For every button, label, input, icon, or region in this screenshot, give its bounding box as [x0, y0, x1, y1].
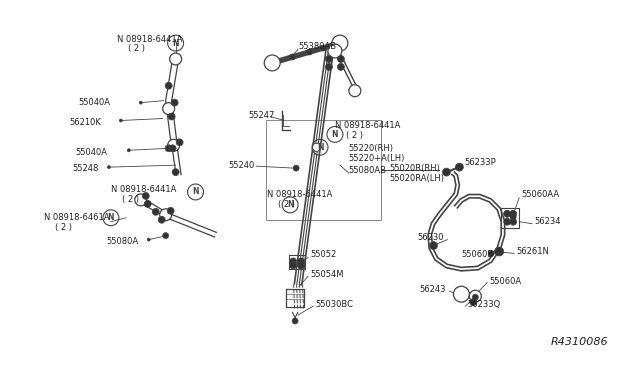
Circle shape [140, 101, 142, 104]
Circle shape [168, 140, 180, 151]
Text: N 08918-6441A: N 08918-6441A [268, 190, 333, 199]
Text: 55054M: 55054M [310, 270, 344, 279]
Circle shape [172, 169, 179, 176]
Circle shape [144, 201, 151, 207]
Circle shape [328, 44, 342, 58]
Text: 56230: 56230 [417, 233, 444, 242]
Circle shape [453, 286, 469, 302]
Text: N: N [108, 213, 114, 222]
Circle shape [504, 210, 511, 217]
Text: 56243: 56243 [420, 285, 446, 294]
Circle shape [337, 55, 344, 62]
Circle shape [120, 119, 122, 122]
Text: 55080A: 55080A [106, 237, 138, 246]
Circle shape [326, 63, 332, 70]
Circle shape [108, 166, 111, 169]
Text: 56234: 56234 [534, 217, 561, 226]
Text: R4310086: R4310086 [551, 337, 609, 347]
Circle shape [312, 143, 321, 151]
Text: 55040A: 55040A [75, 148, 107, 157]
Circle shape [289, 54, 296, 60]
Circle shape [488, 250, 494, 256]
Text: N 08918-6441A: N 08918-6441A [335, 121, 400, 130]
Circle shape [163, 232, 169, 238]
Circle shape [171, 99, 178, 106]
Circle shape [456, 163, 463, 171]
Text: N: N [172, 39, 179, 48]
Circle shape [165, 82, 172, 89]
Circle shape [470, 299, 477, 306]
Circle shape [442, 168, 451, 176]
Text: 55020R(RH): 55020R(RH) [390, 164, 440, 173]
Text: 55040A: 55040A [78, 98, 110, 107]
Text: ( 2 ): ( 2 ) [346, 131, 363, 140]
Circle shape [292, 318, 298, 324]
Text: 55220+A(LH): 55220+A(LH) [349, 154, 405, 163]
Text: 55240: 55240 [228, 161, 255, 170]
Circle shape [163, 103, 175, 115]
Text: N 08918-6441A: N 08918-6441A [117, 35, 182, 44]
Circle shape [147, 238, 150, 241]
Text: 56210K: 56210K [69, 118, 101, 127]
Text: 55220(RH): 55220(RH) [349, 144, 394, 153]
Circle shape [167, 207, 174, 214]
Text: N 08918-6441A: N 08918-6441A [111, 186, 176, 195]
Text: N 08918-6461A: N 08918-6461A [44, 213, 109, 222]
Circle shape [498, 252, 500, 255]
Circle shape [158, 216, 165, 223]
Circle shape [169, 145, 176, 152]
Text: 55020RA(LH): 55020RA(LH) [390, 174, 445, 183]
Text: ( 2 ): ( 2 ) [55, 223, 72, 232]
Circle shape [290, 258, 296, 265]
Circle shape [160, 209, 172, 221]
Circle shape [349, 85, 361, 97]
Text: 55060AA: 55060AA [521, 190, 559, 199]
Circle shape [472, 294, 478, 300]
Circle shape [469, 290, 481, 302]
Circle shape [298, 262, 305, 269]
Circle shape [168, 113, 175, 120]
Text: 56233Q: 56233Q [467, 299, 500, 309]
Text: 55060A: 55060A [489, 277, 522, 286]
Text: ( 2 ): ( 2 ) [122, 195, 139, 204]
Text: 55080AB: 55080AB [349, 166, 387, 174]
Text: 56233P: 56233P [465, 158, 496, 167]
Text: 56261N: 56261N [516, 247, 549, 256]
Circle shape [152, 208, 159, 215]
Bar [266, 121, 381, 220]
Text: ( 2 ): ( 2 ) [278, 201, 295, 209]
Text: N: N [317, 143, 323, 152]
Circle shape [509, 218, 516, 225]
Circle shape [326, 55, 332, 62]
Circle shape [135, 194, 147, 206]
Text: 55248: 55248 [72, 164, 99, 173]
Circle shape [298, 258, 305, 265]
Circle shape [142, 192, 149, 199]
Text: 55380AB: 55380AB [298, 42, 336, 51]
Circle shape [504, 218, 511, 225]
Circle shape [509, 210, 516, 217]
Circle shape [290, 262, 296, 269]
Circle shape [320, 45, 326, 51]
Circle shape [170, 53, 182, 65]
Circle shape [176, 139, 183, 146]
Circle shape [127, 149, 131, 152]
Circle shape [165, 145, 172, 152]
Circle shape [307, 49, 312, 55]
Circle shape [332, 35, 348, 51]
Circle shape [337, 63, 344, 70]
Circle shape [510, 214, 516, 220]
Text: N: N [192, 187, 199, 196]
Circle shape [264, 55, 280, 71]
Text: 55060B: 55060B [461, 250, 493, 259]
Text: N: N [287, 201, 293, 209]
Circle shape [293, 165, 299, 171]
Circle shape [429, 241, 438, 250]
Text: 55030BC: 55030BC [315, 299, 353, 309]
Text: 55247: 55247 [248, 111, 275, 120]
Text: 55052: 55052 [310, 250, 336, 259]
Text: ( 2 ): ( 2 ) [128, 44, 145, 52]
Circle shape [495, 247, 504, 256]
Text: N: N [332, 130, 338, 139]
